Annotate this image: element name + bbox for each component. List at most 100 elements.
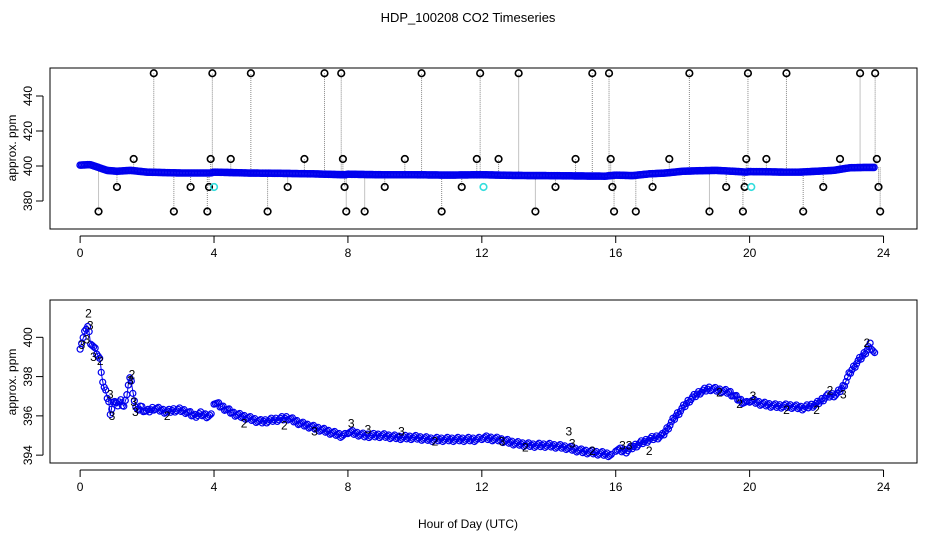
top-x-tick-label: 24 [877,246,891,260]
top-data-point [870,163,878,172]
bottom-data-point [851,363,859,371]
top-x-tick-label: 8 [345,246,352,260]
bottom-data-point [206,411,214,419]
bottom-flag-label: 3 [626,438,633,452]
bottom-x-tick-label: 16 [609,480,623,494]
top-outlier-point [743,69,753,78]
top-y-axis-title: approx. ppm [5,115,19,182]
top-outlier-point [129,154,138,164]
bottom-data-point [831,391,840,399]
bottom-flag-label: 2 [589,444,596,458]
top-outlier-point [799,207,808,216]
bottom-flag-label: 2 [85,307,92,321]
bottom-flag-label: 2 [863,336,870,350]
top-flagged-point [209,182,219,192]
bottom-flag-label: 3 [130,395,137,409]
bottom-flag-label: 3 [840,387,847,401]
top-outlier-point [149,69,158,78]
top-outlier-point [246,69,255,78]
bottom-data-point [846,369,855,377]
top-outlier-point [742,154,751,164]
bottom-data-point [207,410,215,418]
bottom-flag-label: 2 [736,397,743,411]
bottom-data-point [126,374,134,382]
bottom-y-tick-label: 396 [21,406,35,426]
bottom-data-point [130,397,138,405]
top-plot-frame [49,67,918,230]
bottom-flag-label: 3 [87,319,94,333]
bottom-data-point [664,425,673,433]
bottom-plot-frame [49,299,918,464]
bottom-flag-label: 3 [619,438,626,452]
bottom-data-point [666,421,674,429]
top-x-tick-label: 12 [475,246,489,260]
chart-title: HDP_100208 CO2 Timeseries [381,10,556,25]
bottom-y-tick-label: 398 [21,366,35,386]
top-outlier-point [604,69,614,78]
bottom-flag-label: 3 [107,387,114,401]
top-outlier-point [263,207,272,216]
top-x-tick-label: 4 [211,246,218,260]
top-outlier-point [665,154,674,164]
bottom-flag-label: 2 [813,403,820,417]
bottom-flag-label: 2 [97,354,104,368]
bottom-x-tick-label: 24 [877,480,891,494]
bottom-flag-label: 2 [716,385,723,399]
top-outlier-point [874,182,883,192]
bottom-data-point [108,405,116,413]
bottom-data-point [127,377,135,385]
bottom-data-point [862,350,870,358]
bottom-flag-label: 2 [522,440,529,454]
bottom-data-point [339,431,348,439]
top-outlier-point [380,182,389,192]
top-y-tick-label: 400 [21,156,35,176]
top-flagged-point [747,182,756,192]
top-panel: approx. ppm [5,67,918,230]
top-outlier-point [203,207,212,216]
bottom-flag-label: 3 [348,417,355,431]
bottom-series-line [79,324,213,417]
bottom-x-tick-label: 0 [77,480,84,494]
top-y-tick-label: 440 [21,86,35,106]
top-x-tick-label: 20 [743,246,757,260]
bottom-flag-label: 3 [83,332,90,346]
bottom-data-point [871,349,879,357]
top-outlier-point [300,154,309,164]
bottom-flag-label: 2 [827,383,834,397]
top-outlier-point [705,207,714,216]
bottom-flag-label: 2 [281,419,288,433]
bottom-data-point [636,439,644,447]
bottom-x-tick-label: 8 [345,480,352,494]
bottom-data-point [699,386,707,394]
top-plot-area [76,69,885,216]
bottom-flag-label: 3 [566,425,573,439]
top-x-tick-label: 0 [77,246,84,260]
top-outlier-point [782,69,791,78]
top-flagged-point [479,182,488,192]
top-outlier-point [722,182,731,192]
top-outlier-point [685,69,694,78]
bottom-data-point [657,431,665,439]
top-y-tick-label: 420 [21,121,35,141]
bottom-data-point [97,368,105,376]
top-outlier-point [871,69,880,78]
top-outlier-point [360,207,369,216]
bottom-series-line [749,344,876,409]
bottom-flag-label: 3 [78,338,85,352]
top-outlier-point [835,154,845,164]
top-outlier-point [514,69,523,78]
bottom-data-point [684,396,692,404]
bottom-y-tick-label: 400 [21,327,35,347]
top-outlier-point [472,154,481,164]
bottom-y-axis-title: approx. ppm [5,349,19,416]
top-outlier-point [208,69,217,78]
bottom-flag-label: 2 [646,444,653,458]
bottom-flag-label: 3 [132,405,139,419]
bottom-x-tick-label: 12 [475,480,489,494]
bottom-data-point [660,431,668,439]
top-outlier-point [855,69,865,78]
top-outlier-point [531,207,540,216]
top-outlier-point [204,182,214,192]
bottom-flag-label: 3 [127,374,134,388]
